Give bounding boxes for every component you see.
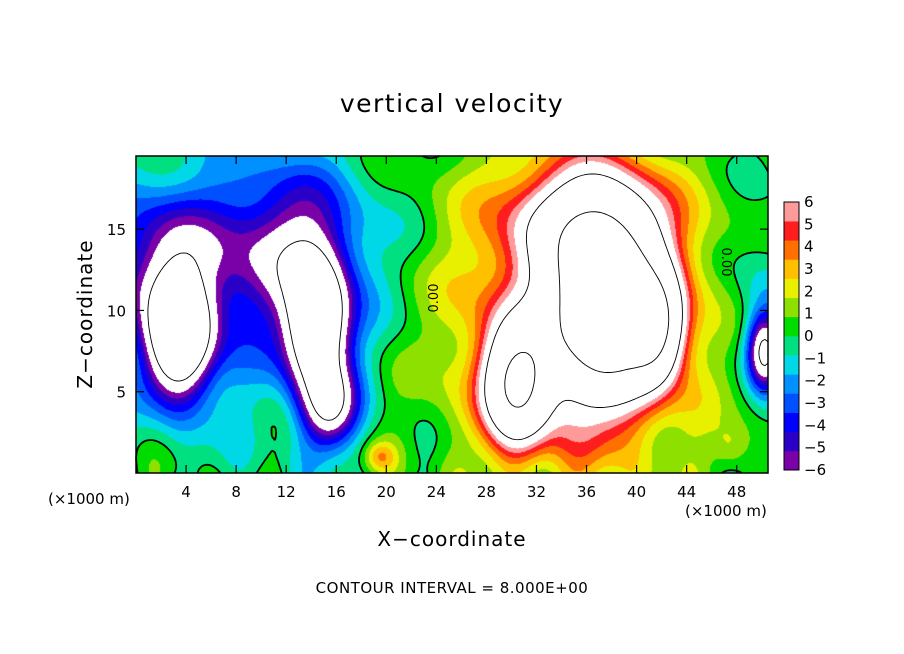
x-tick-label: 8 bbox=[231, 483, 241, 501]
colorbar-label: −5 bbox=[804, 439, 826, 457]
x-tick-label: 36 bbox=[577, 483, 596, 501]
colorbar-swatch bbox=[784, 412, 799, 433]
colorbar: 6 5 4 3 2 1 0 −1 −2 −3 −4 −5 −6 bbox=[783, 193, 826, 479]
contour-zero bbox=[135, 155, 769, 474]
x-unit-left: (×1000 m) bbox=[48, 490, 130, 508]
colorbar-swatch bbox=[784, 355, 799, 375]
colorbar-label: 2 bbox=[804, 282, 814, 300]
colorbar-swatch bbox=[784, 316, 799, 337]
colorbar-swatch bbox=[784, 240, 799, 260]
colorbar-swatch bbox=[784, 393, 799, 413]
x-tick-label: 44 bbox=[677, 483, 696, 501]
x-tick-label: 32 bbox=[527, 483, 546, 501]
x-tick-label: 4 bbox=[181, 483, 191, 501]
colorbar-label: 6 bbox=[804, 193, 814, 211]
colorbar-swatch bbox=[784, 202, 799, 222]
x-axis-label: X−coordinate bbox=[377, 527, 526, 551]
colorbar-label: 0 bbox=[804, 327, 814, 345]
colorbar-label: 3 bbox=[804, 260, 814, 278]
colorbar-swatch bbox=[784, 221, 799, 241]
plot-frame bbox=[135, 155, 769, 474]
chart-title: vertical velocity bbox=[340, 89, 564, 118]
colorbar-label: −3 bbox=[804, 394, 826, 412]
colorbar-label: −6 bbox=[804, 461, 826, 479]
x-tick-label: 24 bbox=[427, 483, 446, 501]
colorbar-swatch bbox=[784, 297, 799, 318]
colorbar-label: 5 bbox=[804, 215, 814, 233]
colorbar-swatch bbox=[784, 431, 799, 452]
colorbar-label: −2 bbox=[804, 372, 826, 390]
colorbar-swatch bbox=[784, 259, 799, 279]
colorbar-label: 4 bbox=[804, 238, 814, 256]
x-tick-label: 20 bbox=[377, 483, 396, 501]
contour-interval-note: CONTOUR INTERVAL = 8.000E+00 bbox=[316, 579, 589, 597]
x-tick-label: 12 bbox=[277, 483, 296, 501]
contour-positive bbox=[504, 211, 670, 408]
x-axis-ticks: 4 8 12 16 20 24 28 32 36 40 44 48 bbox=[181, 156, 746, 501]
colorbar-label: −1 bbox=[804, 349, 826, 367]
x-tick-label: 28 bbox=[477, 483, 496, 501]
y-tick-label: 5 bbox=[116, 384, 126, 402]
colorbar-swatch bbox=[784, 278, 799, 299]
x-tick-label: 16 bbox=[327, 483, 346, 501]
colorbar-swatch bbox=[784, 374, 799, 394]
x-tick-label: 48 bbox=[727, 483, 746, 501]
contour-label: 0.00 bbox=[718, 248, 733, 277]
contour-label: 0.00 bbox=[427, 284, 442, 313]
x-tick-label: 40 bbox=[627, 483, 646, 501]
contour-positive bbox=[484, 173, 683, 441]
colorbar-label: −4 bbox=[804, 416, 826, 434]
colorbar-swatch bbox=[784, 336, 799, 356]
y-tick-label: 15 bbox=[107, 221, 126, 239]
contour-lines bbox=[135, 155, 769, 474]
colorbar-frame bbox=[783, 201, 800, 471]
colorbar-label: 1 bbox=[804, 305, 814, 323]
colorbar-swatch bbox=[784, 450, 799, 471]
contour-negative bbox=[147, 240, 769, 421]
y-axis-ticks: 5 10 15 bbox=[107, 221, 768, 402]
y-tick-label: 10 bbox=[107, 302, 126, 320]
y-axis-label: Z−coordinate bbox=[73, 239, 97, 388]
x-unit-right: (×1000 m) bbox=[685, 502, 767, 520]
velocity-field bbox=[136, 156, 768, 473]
